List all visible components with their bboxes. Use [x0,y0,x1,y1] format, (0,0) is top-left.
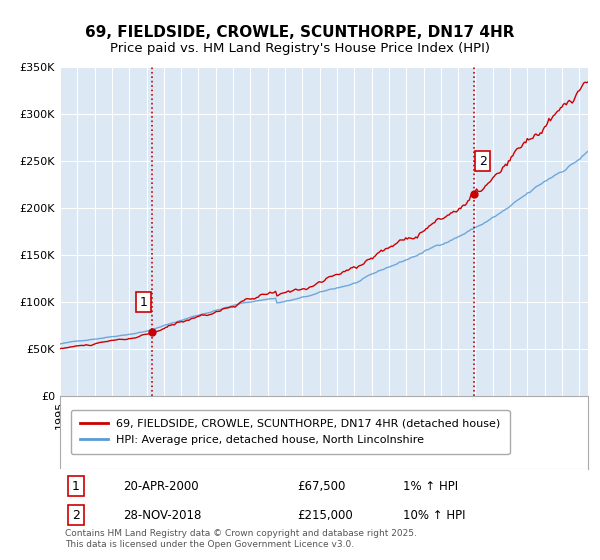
Text: 10% ↑ HPI: 10% ↑ HPI [403,508,466,521]
Text: 1: 1 [139,296,147,309]
Text: 69, FIELDSIDE, CROWLE, SCUNTHORPE, DN17 4HR: 69, FIELDSIDE, CROWLE, SCUNTHORPE, DN17 … [85,25,515,40]
Text: Price paid vs. HM Land Registry's House Price Index (HPI): Price paid vs. HM Land Registry's House … [110,42,490,55]
Text: £215,000: £215,000 [298,508,353,521]
Text: 2: 2 [479,155,487,167]
Text: 20-APR-2000: 20-APR-2000 [124,480,199,493]
Text: Contains HM Land Registry data © Crown copyright and database right 2025.
This d: Contains HM Land Registry data © Crown c… [65,529,417,549]
Text: 2: 2 [72,508,80,521]
Text: 1: 1 [72,480,80,493]
Text: £67,500: £67,500 [298,480,346,493]
Text: 28-NOV-2018: 28-NOV-2018 [124,508,202,521]
Text: 1% ↑ HPI: 1% ↑ HPI [403,480,458,493]
Legend: 69, FIELDSIDE, CROWLE, SCUNTHORPE, DN17 4HR (detached house), HPI: Average price: 69, FIELDSIDE, CROWLE, SCUNTHORPE, DN17 … [71,410,509,454]
